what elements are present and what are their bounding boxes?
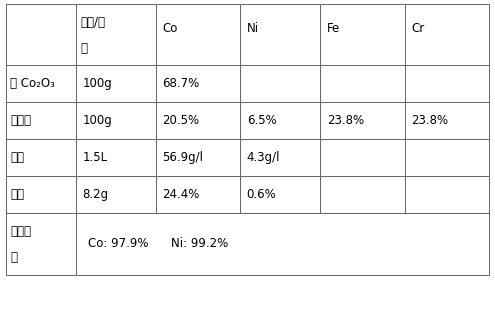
Bar (404, 176, 489, 213)
Text: Co: 97.9%      Ni: 99.2%: Co: 97.9% Ni: 99.2% (89, 237, 229, 250)
Bar (320, 4, 404, 65)
Bar (404, 65, 489, 102)
Bar (6, 176, 76, 213)
Bar (156, 102, 240, 139)
Text: 6.5%: 6.5% (247, 114, 276, 127)
Bar (6, 4, 76, 65)
Text: 100g: 100g (82, 77, 112, 90)
Text: 8.2g: 8.2g (82, 188, 108, 201)
Text: 滤液: 滤液 (10, 151, 24, 164)
Text: 100g: 100g (82, 114, 112, 127)
Bar (320, 65, 404, 102)
Text: 0.6%: 0.6% (247, 188, 276, 201)
Bar (320, 102, 404, 139)
Text: Ni: Ni (247, 22, 259, 35)
Bar (6, 139, 76, 176)
Bar (240, 139, 320, 176)
Text: 总浸出: 总浸出 (10, 225, 31, 238)
Bar (76, 213, 489, 275)
Bar (6, 102, 76, 139)
Bar (156, 176, 240, 213)
Bar (240, 65, 320, 102)
Bar (320, 139, 404, 176)
Bar (76, 139, 156, 176)
Bar (6, 4, 76, 65)
Bar (156, 139, 240, 176)
Bar (6, 213, 76, 275)
Bar (404, 102, 489, 139)
Bar (320, 176, 404, 213)
Bar (240, 176, 320, 213)
Bar (240, 4, 320, 65)
Text: 质量/体: 质量/体 (81, 16, 106, 29)
Bar (76, 4, 156, 65)
Bar (76, 102, 156, 139)
Text: 20.5%: 20.5% (162, 114, 199, 127)
Text: 24.4%: 24.4% (162, 188, 200, 201)
Text: 23.8%: 23.8% (327, 114, 364, 127)
Text: 率: 率 (10, 251, 17, 264)
Text: Co: Co (162, 22, 178, 35)
Bar (156, 65, 240, 102)
Text: 积: 积 (81, 42, 88, 54)
Text: 23.8%: 23.8% (411, 114, 448, 127)
Bar (404, 139, 489, 176)
Text: Cr: Cr (411, 22, 425, 35)
Text: 废合金: 废合金 (10, 114, 31, 127)
Bar (156, 4, 240, 65)
Text: 4.3g/l: 4.3g/l (247, 151, 280, 164)
Text: 1.5L: 1.5L (82, 151, 107, 164)
Text: 废 Co₂O₃: 废 Co₂O₃ (10, 77, 55, 90)
Bar (76, 176, 156, 213)
Bar (76, 65, 156, 102)
Bar (404, 4, 489, 65)
Bar (6, 65, 76, 102)
Text: 68.7%: 68.7% (162, 77, 199, 90)
Text: 滤渣: 滤渣 (10, 188, 24, 201)
Text: Fe: Fe (327, 22, 340, 35)
Bar (240, 102, 320, 139)
Text: 56.9g/l: 56.9g/l (162, 151, 203, 164)
